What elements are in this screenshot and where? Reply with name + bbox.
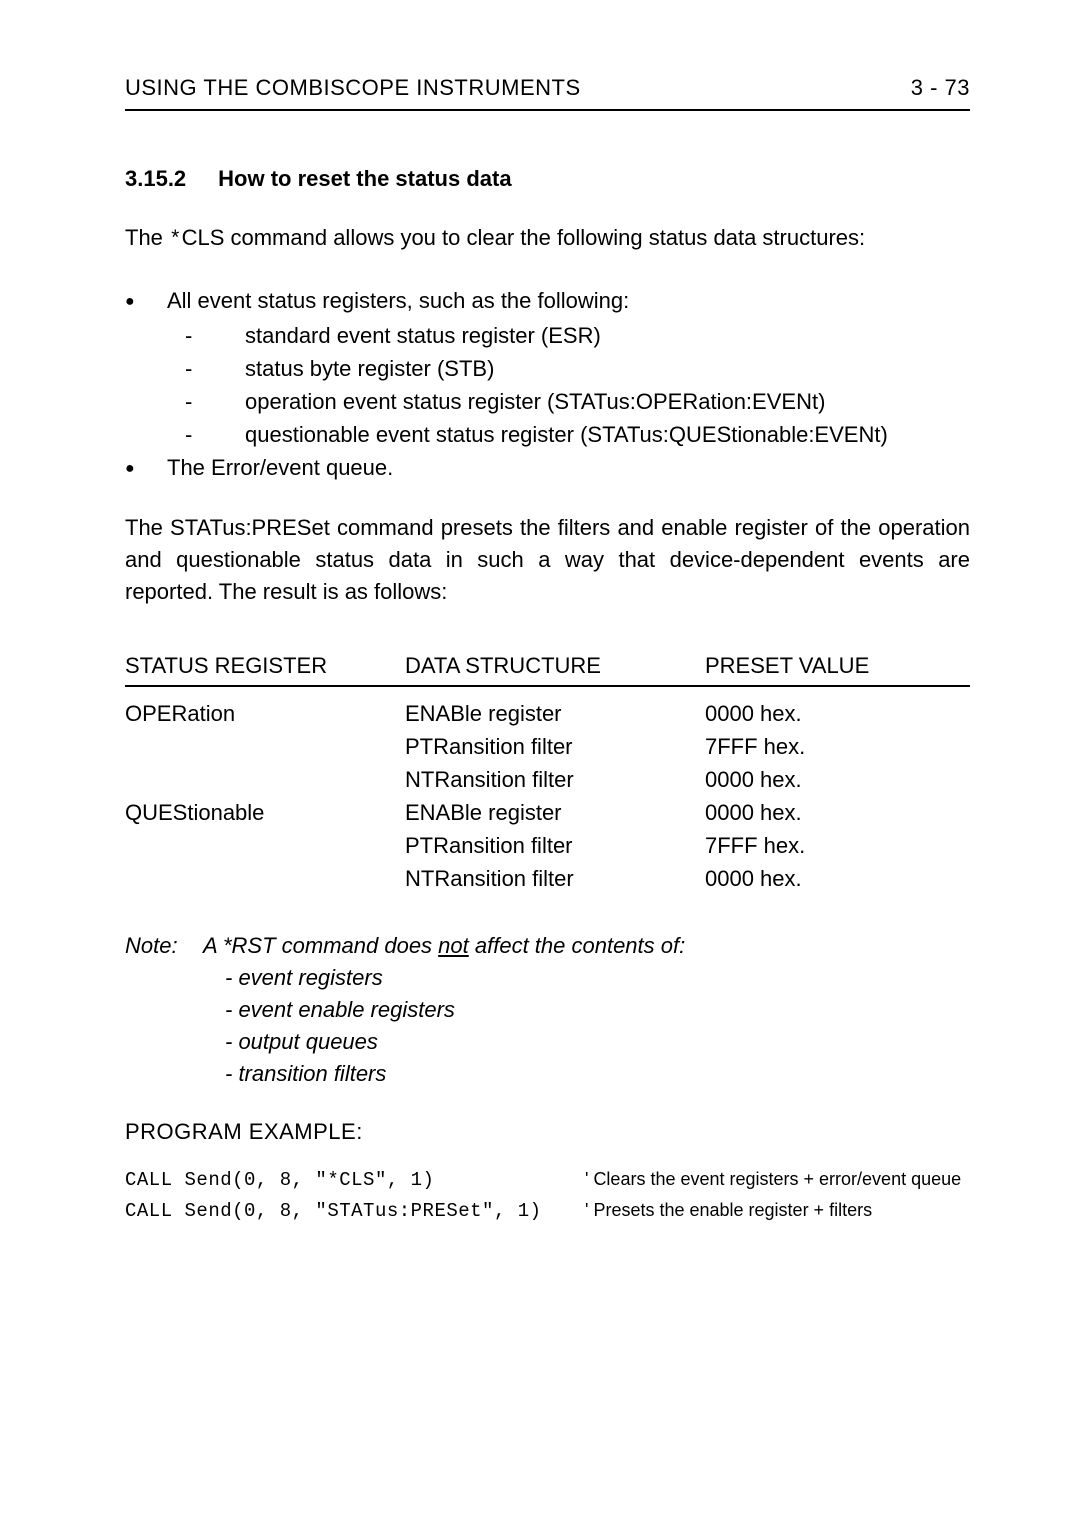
note-item: - output queues — [125, 1026, 970, 1058]
table-header-cell: STATUS REGISTER — [125, 653, 405, 679]
note-label: Note: — [125, 930, 203, 962]
bullet-item: The Error/event queue. — [125, 451, 970, 484]
table-row: OPERation ENABle register 0000 hex. — [125, 697, 970, 730]
program-example-heading: PROGRAM EXAMPLE: — [125, 1119, 970, 1145]
code-comment: ' Presets the enable register + filters — [585, 1196, 872, 1226]
table-cell — [125, 730, 405, 763]
table-cell: 7FFF hex. — [705, 829, 970, 862]
table-cell: 0000 hex. — [705, 862, 970, 895]
note-item: - event registers — [125, 962, 970, 994]
table-header-cell: PRESET VALUE — [705, 653, 970, 679]
section-number: 3.15.2 — [125, 166, 186, 192]
table-cell: 0000 hex. — [705, 697, 970, 730]
note-underline: not — [438, 933, 469, 958]
table-row: NTRansition filter 0000 hex. — [125, 862, 970, 895]
table-cell: ENABle register — [405, 796, 705, 829]
sub-item: questionable event status register (STAT… — [167, 418, 970, 451]
header-title: USING THE COMBISCOPE INSTRUMENTS — [125, 75, 581, 101]
table-cell — [125, 829, 405, 862]
code-line: CALL Send(0, 8, "*CLS", 1) ' Clears the … — [125, 1165, 970, 1195]
section-heading: 3.15.2 How to reset the status data — [125, 166, 970, 192]
section-title: How to reset the status data — [218, 166, 511, 191]
bullet-list: All event status registers, such as the … — [125, 284, 970, 484]
table-cell: PTRansition filter — [405, 730, 705, 763]
code-block: CALL Send(0, 8, "*CLS", 1) ' Clears the … — [125, 1165, 970, 1226]
sub-list: standard event status register (ESR) sta… — [167, 319, 970, 451]
sub-item: standard event status register (ESR) — [167, 319, 970, 352]
status-table: STATUS REGISTER DATA STRUCTURE PRESET VA… — [125, 653, 970, 895]
note-content: A *RST command does not affect the conte… — [203, 930, 685, 962]
table-cell — [125, 763, 405, 796]
table-cell: OPERation — [125, 697, 405, 730]
note-item: - event enable registers — [125, 994, 970, 1026]
note-item: - transition filters — [125, 1058, 970, 1090]
table-cell: 0000 hex. — [705, 763, 970, 796]
table-cell: QUEStionable — [125, 796, 405, 829]
table-cell — [125, 862, 405, 895]
page-number: 3 - 73 — [911, 75, 970, 101]
table-row: NTRansition filter 0000 hex. — [125, 763, 970, 796]
intro-paragraph: The *CLS command allows you to clear the… — [125, 222, 970, 256]
note-block: Note:A *RST command does not affect the … — [125, 930, 970, 1089]
code-comment: ' Clears the event registers + error/eve… — [585, 1165, 961, 1195]
page-header: USING THE COMBISCOPE INSTRUMENTS 3 - 73 — [125, 75, 970, 111]
sub-item: status byte register (STB) — [167, 352, 970, 385]
table-cell: 7FFF hex. — [705, 730, 970, 763]
preset-paragraph: The STATus:PRESet command presets the fi… — [125, 512, 970, 608]
code-text: CALL Send(0, 8, "STATus:PRESet", 1) — [125, 1196, 585, 1226]
code-line: CALL Send(0, 8, "STATus:PRESet", 1) ' Pr… — [125, 1196, 970, 1226]
table-cell: ENABle register — [405, 697, 705, 730]
bullet-text: All event status registers, such as the … — [167, 288, 629, 313]
table-cell: 0000 hex. — [705, 796, 970, 829]
table-cell: NTRansition filter — [405, 763, 705, 796]
table-header-cell: DATA STRUCTURE — [405, 653, 705, 679]
table-cell: NTRansition filter — [405, 862, 705, 895]
table-row: PTRansition filter 7FFF hex. — [125, 730, 970, 763]
table-header-row: STATUS REGISTER DATA STRUCTURE PRESET VA… — [125, 653, 970, 687]
sub-item: operation event status register (STATus:… — [167, 385, 970, 418]
table-row: QUEStionable ENABle register 0000 hex. — [125, 796, 970, 829]
table-cell: PTRansition filter — [405, 829, 705, 862]
table-row: PTRansition filter 7FFF hex. — [125, 829, 970, 862]
code-text: CALL Send(0, 8, "*CLS", 1) — [125, 1165, 585, 1195]
bullet-item: All event status registers, such as the … — [125, 284, 970, 451]
